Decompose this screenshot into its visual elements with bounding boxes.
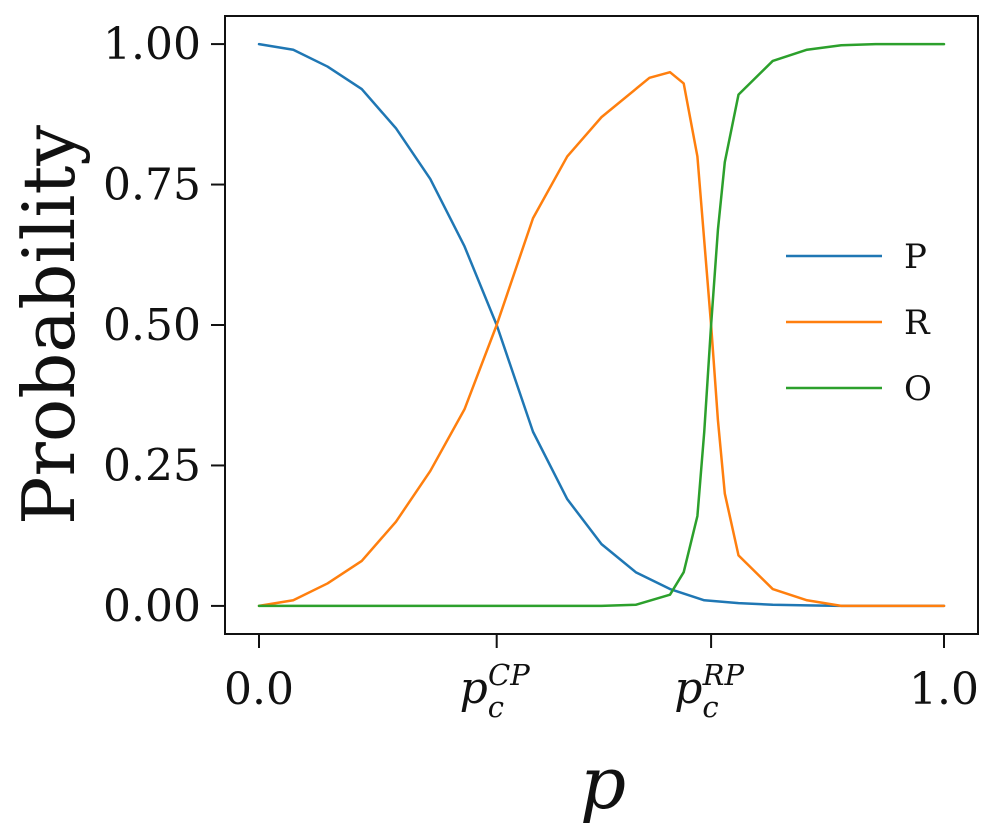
series-layer <box>257 42 946 608</box>
y-ticks: 0.00 0.25 0.50 0.75 1.00 <box>103 19 225 632</box>
x-tick-label-1: pcCP <box>460 658 531 724</box>
series-line-r <box>257 70 946 608</box>
x-tick-label-3: 1.0 <box>909 664 979 715</box>
x-ticks: 0.0 pcCP pcRP 1.0 <box>224 634 979 724</box>
y-tick-label-1: 0.25 <box>103 440 201 491</box>
y-axis-label: Probability <box>7 125 91 525</box>
plot-area-background <box>225 16 978 634</box>
y-tick-label-2: 0.50 <box>103 300 201 351</box>
y-tick-label-4: 1.00 <box>103 19 201 70</box>
legend-label-p: P <box>904 237 927 277</box>
series-line-p <box>257 42 946 608</box>
y-tick-label-3: 0.75 <box>103 160 201 211</box>
series-line-o <box>257 42 946 608</box>
legend-label-o: O <box>904 369 932 409</box>
y-tick-label-0: 0.00 <box>103 581 201 632</box>
x-tick-label-0: 0.0 <box>224 664 294 715</box>
x-axis-label: p <box>580 741 626 825</box>
legend-label-r: R <box>904 303 931 343</box>
x-tick-label-2: pcRP <box>674 658 744 724</box>
legend: PRO <box>786 237 932 409</box>
